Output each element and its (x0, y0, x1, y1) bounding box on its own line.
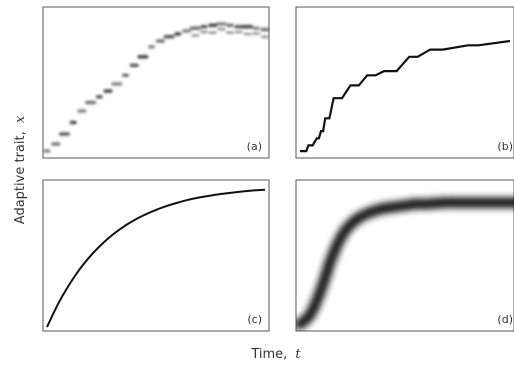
panel-c: (c) (42, 179, 270, 332)
panel-a-cluster (234, 24, 244, 29)
panel-a-cluster (226, 23, 234, 28)
panel-a-cluster (137, 55, 149, 59)
panel-c-marks (46, 188, 266, 328)
panel-a: (a) (42, 6, 270, 159)
panel-a-cluster (69, 120, 77, 125)
panel-a-cluster (43, 149, 51, 153)
panel-d: (d) (295, 179, 514, 332)
panel-a-density (43, 22, 269, 153)
panel-a-cluster-branch (243, 32, 252, 36)
panel-a-cluster (129, 63, 139, 68)
panel-a-cluster (103, 89, 113, 93)
panel-a-label: (a) (247, 140, 262, 153)
panel-b-series-line (300, 39, 511, 153)
panel-b-frame (295, 6, 514, 159)
panel-a-cluster (155, 39, 165, 43)
panel-a-cluster (85, 100, 97, 105)
y-axis-label: Adaptive trait, x (13, 115, 28, 224)
panel-d-marks (296, 197, 514, 330)
panel-a-cluster (182, 29, 191, 33)
panel-a-cluster (242, 24, 254, 29)
panel-a-cluster (189, 26, 201, 30)
panel-d-density-band (296, 197, 514, 330)
panel-a-cluster-branch (200, 30, 208, 34)
panel-c-series-line (46, 188, 266, 328)
panel-d-density (296, 197, 514, 330)
panel-a-cluster-branch (226, 31, 235, 34)
panel-a-cluster (215, 22, 227, 26)
panel-a-cluster-branch (191, 34, 200, 37)
panel-a-cluster (148, 45, 156, 49)
panel-a-frame (42, 6, 270, 159)
panel-a-cluster (200, 24, 208, 29)
panel-a-cluster (51, 142, 61, 146)
y-axis-label-symbol: x (13, 115, 28, 123)
panel-a-cluster (122, 73, 129, 78)
panel-a-cluster-branch (252, 32, 261, 35)
panel-a-cluster (208, 23, 218, 28)
panel-a-cluster-branch (217, 27, 226, 31)
panel-b-label: (b) (497, 140, 513, 153)
panel-a-cluster (58, 132, 70, 136)
panel-b: (b) (295, 6, 514, 159)
panel-c-frame (42, 179, 270, 332)
x-axis-label: Time, t (250, 347, 301, 362)
panel-a-cluster (111, 82, 123, 86)
svg-text:Adaptive trait, x: Adaptive trait, x (13, 115, 28, 224)
panel-c-label: (c) (247, 313, 262, 326)
panel-a-cluster (77, 109, 87, 113)
panel-a-cluster (174, 32, 182, 36)
panel-a-cluster-branch (261, 35, 269, 39)
panel-a-cluster (252, 26, 260, 30)
x-axis-label-text: Time, (250, 347, 287, 362)
panel-a-cluster (95, 95, 103, 99)
panel-d-frame (295, 179, 514, 332)
panel-a-cluster (260, 27, 269, 32)
panel-d-label: (d) (497, 313, 513, 326)
panel-a-cluster-branch (234, 30, 243, 34)
svg-text:Time, t: Time, t (250, 347, 301, 362)
x-axis-label-symbol: t (295, 347, 301, 362)
panel-a-cluster (163, 34, 175, 39)
y-axis-label-text: Adaptive trait, (13, 131, 28, 224)
panel-a-cluster-branch (208, 31, 217, 34)
panel-b-marks (300, 39, 511, 153)
panel-a-marks (43, 22, 269, 153)
